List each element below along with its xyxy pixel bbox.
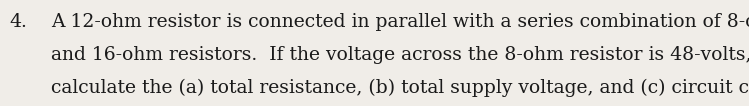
Text: A 12-ohm resistor is connected in parallel with a series combination of 8-ohm: A 12-ohm resistor is connected in parall…: [51, 13, 749, 31]
Text: and 16-ohm resistors.  If the voltage across the 8-ohm resistor is 48-volts,: and 16-ohm resistors. If the voltage acr…: [51, 46, 749, 64]
Text: calculate the (a) total resistance, (b) total supply voltage, and (c) circuit cu: calculate the (a) total resistance, (b) …: [51, 78, 749, 97]
Text: 4.: 4.: [10, 13, 28, 31]
